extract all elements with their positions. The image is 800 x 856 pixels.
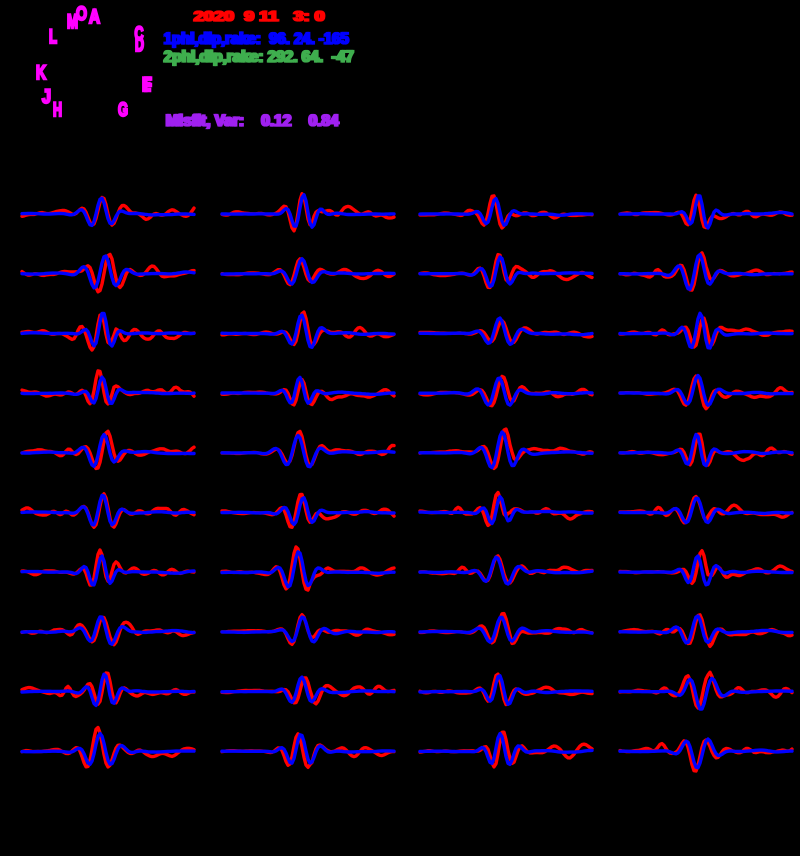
- svg-text:A: A: [89, 7, 100, 28]
- svg-text:Misfit, Var: 0.12 0.84: Misfit, Var: 0.12 0.84: [165, 111, 338, 130]
- svg-text:1phi,dip,rake: 96. 24. -165: 1phi,dip,rake: 96. 24. -165: [165, 29, 350, 48]
- svg-text:L: L: [49, 27, 57, 48]
- svg-text:Misfit, Var: 0.12 0.84: Misfit, Var: 0.12 0.84: [167, 111, 340, 130]
- svg-text:E: E: [142, 75, 151, 96]
- svg-text:M: M: [67, 12, 78, 33]
- svg-text:D: D: [135, 35, 144, 56]
- svg-text:2020 9 11 3: 0: 2020 9 11 3: 0: [193, 8, 324, 25]
- svg-text:2phi,dip,rake: 292. 64. -47: 2phi,dip,rake: 292. 64. -47: [165, 47, 355, 66]
- svg-text:2020 9 11 3: 0: 2020 9 11 3: 0: [195, 8, 326, 25]
- svg-text:F: F: [144, 75, 152, 96]
- svg-text:G: G: [118, 100, 128, 121]
- svg-text:2phi,dip,rake: 292. 64. -47: 2phi,dip,rake: 292. 64. -47: [163, 47, 353, 66]
- svg-text:C: C: [135, 24, 144, 45]
- svg-text:1phi,dip,rake: 96. 24. -165: 1phi,dip,rake: 96. 24. -165: [163, 29, 348, 48]
- svg-text:H: H: [53, 100, 62, 121]
- svg-text:J: J: [42, 87, 51, 108]
- svg-text:K: K: [36, 63, 46, 84]
- svg-text:O: O: [76, 4, 87, 25]
